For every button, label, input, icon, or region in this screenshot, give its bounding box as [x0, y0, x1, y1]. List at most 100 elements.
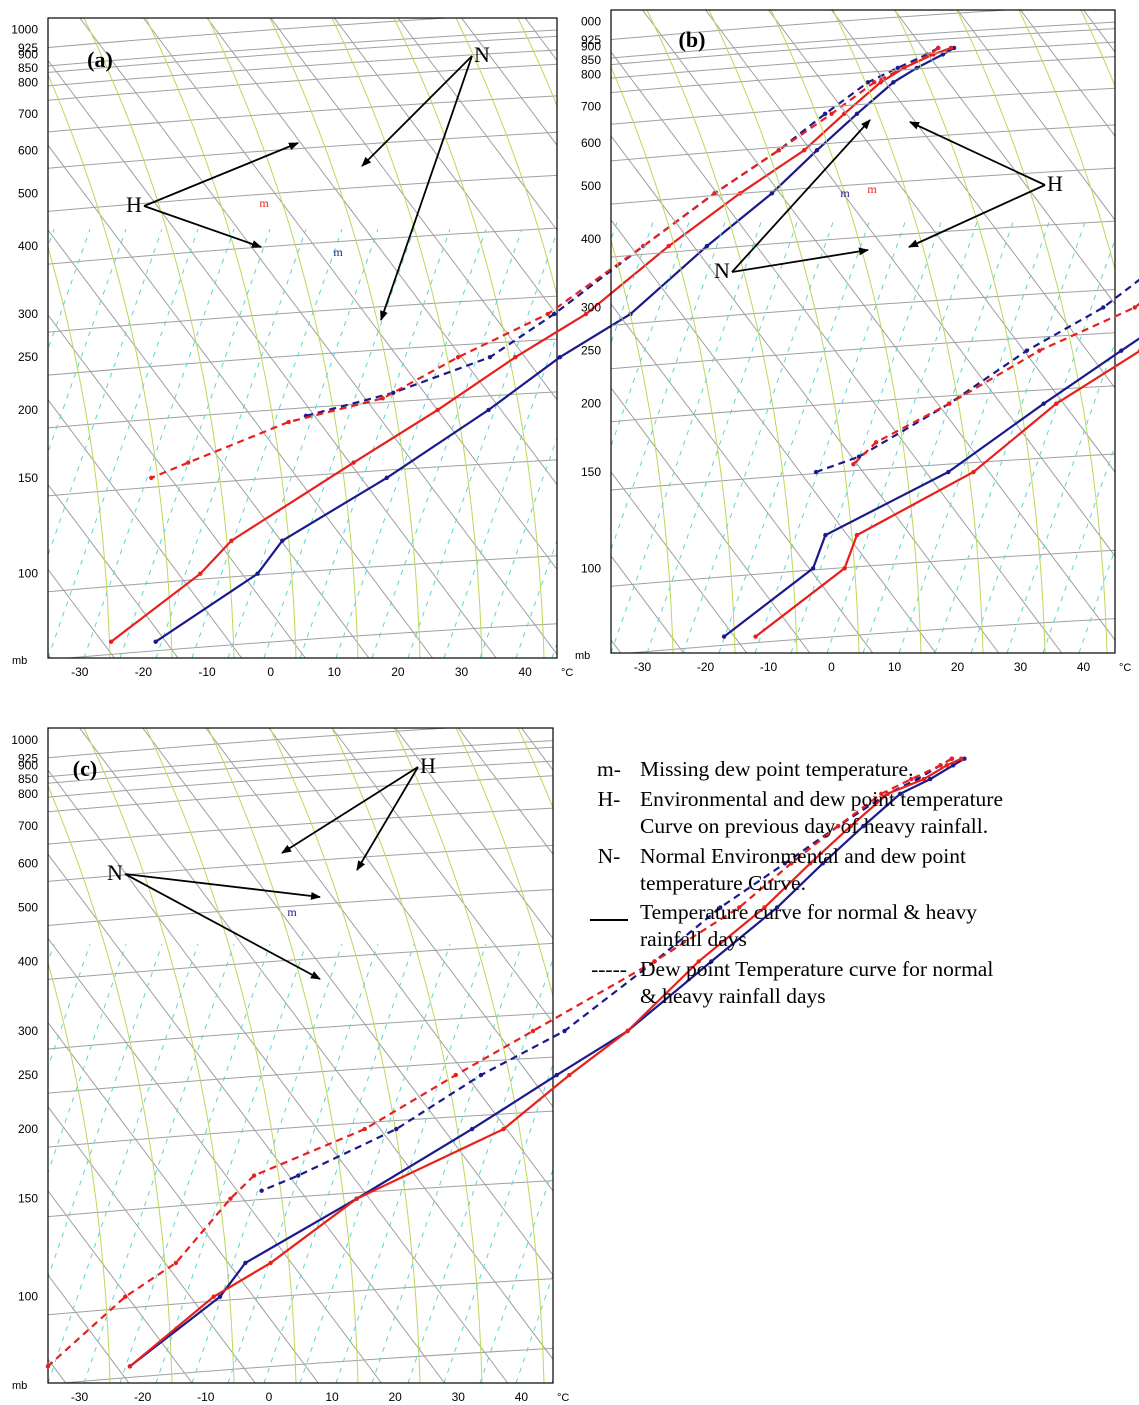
skewt-panel-c: 1001502002503004005006007008008509009251… — [0, 727, 967, 1404]
legend-key-h: H- — [597, 786, 621, 811]
series-point — [296, 1173, 301, 1178]
x-tick-label: 20 — [391, 665, 405, 679]
series-point — [211, 1294, 216, 1299]
mixing-ratio-line — [335, 943, 487, 1383]
series-point — [737, 905, 742, 910]
series-point — [1041, 401, 1046, 406]
series-point — [769, 191, 775, 196]
series-point — [1037, 348, 1042, 353]
series-point — [554, 1072, 559, 1078]
mixing-ratio-line — [611, 222, 726, 552]
y-tick-label: 1000 — [11, 23, 38, 37]
y-tick-label: 300 — [18, 1024, 38, 1038]
series-point — [909, 776, 914, 782]
series-point — [891, 80, 896, 85]
mixing-ratio-line — [155, 943, 307, 1383]
annotation-arrow — [731, 247, 869, 273]
isotherm-line — [48, 769, 509, 1383]
x-tick-label: -30 — [71, 1390, 89, 1404]
isobar-line — [48, 391, 557, 429]
x-axis-label: °C — [561, 667, 573, 679]
x-axis-label: °C — [1119, 662, 1131, 674]
mixing-ratio-line — [682, 222, 834, 653]
dry-adiabat-line — [393, 728, 545, 1383]
series-point — [813, 469, 819, 475]
skewt-panel-a: 1001502002503004005006007008008509009251… — [11, 17, 957, 679]
series-point — [944, 763, 950, 768]
annotation-arrow — [124, 873, 321, 900]
isobar-line — [48, 942, 553, 980]
x-tick-label: 0 — [267, 665, 274, 679]
dry-adiabat-line — [269, 18, 421, 658]
missing-marker-heavy: m — [259, 196, 269, 210]
isotherm-line — [611, 135, 1000, 653]
annotation-arrow — [124, 873, 321, 980]
x-tick-label: 30 — [455, 665, 469, 679]
series-point — [185, 460, 191, 465]
isotherm-line — [79, 728, 553, 1361]
series-n-temperature — [723, 337, 1139, 638]
mixing-ratio-line — [443, 333, 557, 658]
isotherm-line — [268, 728, 553, 1108]
isobar-line — [61, 623, 557, 658]
series-point — [872, 80, 877, 85]
isotherm-line — [768, 10, 1115, 473]
dry-adiabat-line — [646, 10, 798, 653]
isobar-line — [48, 227, 557, 265]
series-point — [453, 1072, 458, 1078]
mixing-ratio-line — [119, 943, 271, 1383]
series-point — [108, 639, 114, 644]
y-tick-label: 200 — [581, 397, 601, 411]
isobar-line — [611, 332, 1115, 370]
legend: m- Missing dew point temperature. H- Env… — [578, 756, 1123, 1013]
mixing-ratio-line — [611, 222, 690, 448]
missing-marker-normal: m — [333, 245, 343, 259]
x-tick-label: 10 — [325, 1390, 339, 1404]
series-point — [946, 401, 952, 406]
y-tick-label: 925 — [18, 41, 38, 55]
mixing-ratio-line — [934, 222, 1086, 653]
mixing-ratio-line — [48, 229, 55, 248]
dry-adiabat-line — [83, 18, 235, 658]
isotherm-line — [957, 10, 1115, 221]
series-point — [854, 111, 860, 117]
isotherm-line — [48, 144, 433, 658]
isotherm-line — [48, 853, 445, 1383]
mixing-ratio-line — [395, 222, 545, 653]
series-point — [814, 148, 820, 153]
isobar-line — [611, 167, 1115, 205]
series-point — [380, 396, 385, 401]
isotherm-line — [1083, 10, 1115, 53]
series-point — [362, 1126, 367, 1132]
series-n-dew-point — [815, 278, 1139, 474]
series-point — [901, 65, 907, 71]
isobar-line — [611, 220, 1115, 258]
legend-key-n: N- — [597, 843, 621, 868]
mixing-ratio-line — [0, 944, 18, 1383]
series-point — [822, 111, 828, 117]
x-tick-label: 10 — [888, 660, 902, 674]
annotation-n: N — [107, 860, 123, 885]
series-point — [921, 776, 927, 782]
series-point — [789, 861, 794, 866]
series-point — [971, 469, 976, 475]
y-tick-label: 500 — [18, 186, 38, 200]
isotherm-line — [48, 1190, 193, 1383]
x-tick-label: -30 — [634, 660, 652, 674]
series-point — [286, 419, 291, 425]
series-point — [435, 407, 440, 413]
series-point — [625, 1028, 630, 1034]
dry-adiabat-line — [708, 10, 860, 653]
plot-frame — [47, 727, 554, 1384]
series-point — [935, 45, 941, 51]
mixing-ratio-line — [48, 943, 127, 1174]
dry-adiabat-line — [455, 18, 557, 298]
x-tick-label: -20 — [134, 1390, 152, 1404]
series-point — [898, 791, 903, 796]
y-axis-label: mb — [12, 655, 27, 667]
series-point — [948, 45, 954, 51]
series-point — [914, 65, 920, 71]
series-point — [879, 791, 884, 796]
isobar-line — [48, 844, 553, 882]
mixing-ratio-line — [1114, 651, 1115, 653]
